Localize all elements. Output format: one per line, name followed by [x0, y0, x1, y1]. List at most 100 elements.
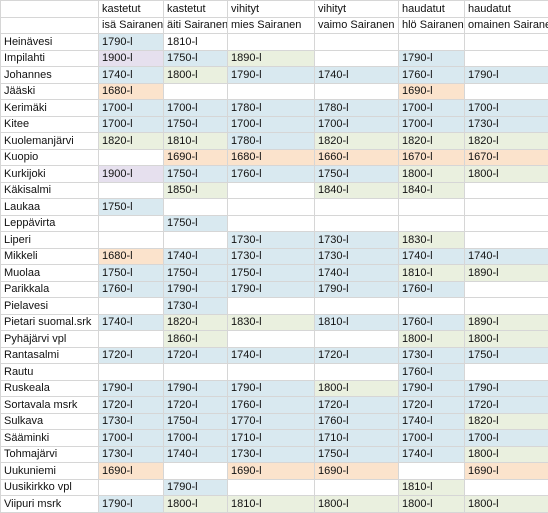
decade-cell[interactable]: 1810-l [315, 314, 399, 331]
decade-cell[interactable]: 1800-l [399, 331, 465, 348]
decade-cell[interactable] [228, 199, 315, 216]
decade-cell[interactable]: 1750-l [164, 116, 228, 133]
decade-cell[interactable]: 1760-l [399, 281, 465, 298]
decade-cell[interactable] [315, 364, 399, 381]
decade-cell[interactable]: 1700-l [399, 116, 465, 133]
decade-cell[interactable]: 1660-l [315, 149, 399, 166]
decade-cell[interactable]: 1760-l [99, 281, 164, 298]
decade-cell[interactable]: 1720-l [164, 347, 228, 364]
decade-cell[interactable]: 1730-l [99, 413, 164, 430]
decade-cell[interactable]: 1730-l [228, 232, 315, 249]
decade-cell[interactable] [228, 215, 315, 232]
decade-cell[interactable] [99, 182, 164, 199]
decade-cell[interactable]: 1760-l [399, 67, 465, 84]
decade-cell[interactable]: 1710-l [315, 430, 399, 447]
decade-cell[interactable]: 1780-l [315, 100, 399, 117]
decade-cell[interactable]: 1760-l [228, 397, 315, 414]
decade-cell[interactable]: 1820-l [465, 133, 548, 150]
parish-name-cell[interactable]: Muolaa [1, 265, 99, 282]
parish-name-cell[interactable]: Leppävirta [1, 215, 99, 232]
decade-cell[interactable] [465, 215, 548, 232]
parish-name-cell[interactable]: Käkisalmi [1, 182, 99, 199]
decade-cell[interactable]: 1760-l [399, 364, 465, 381]
decade-cell[interactable]: 1830-l [228, 314, 315, 331]
parish-name-cell[interactable]: Heinävesi [1, 34, 99, 51]
decade-cell[interactable]: 1900-l [99, 166, 164, 183]
decade-cell[interactable]: 1890-l [465, 314, 548, 331]
decade-cell[interactable]: 1890-l [228, 50, 315, 67]
decade-cell[interactable]: 1790-l [99, 496, 164, 513]
parish-name-cell[interactable]: Parikkala [1, 281, 99, 298]
parish-name-cell[interactable]: Uukuniemi [1, 463, 99, 480]
decade-cell[interactable] [99, 479, 164, 496]
decade-cell[interactable]: 1800-l [315, 496, 399, 513]
decade-cell[interactable]: 1800-l [315, 380, 399, 397]
decade-cell[interactable]: 1820-l [315, 133, 399, 150]
decade-cell[interactable]: 1790-l [228, 380, 315, 397]
decade-cell[interactable] [164, 364, 228, 381]
parish-name-cell[interactable]: Jääski [1, 83, 99, 100]
decade-cell[interactable] [465, 281, 548, 298]
decade-cell[interactable]: 1750-l [164, 50, 228, 67]
decade-cell[interactable]: 1700-l [399, 430, 465, 447]
parish-name-cell[interactable]: Sortavala msrk [1, 397, 99, 414]
decade-cell[interactable]: 1820-l [399, 133, 465, 150]
decade-cell[interactable]: 1700-l [164, 430, 228, 447]
decade-cell[interactable]: 1760-l [228, 166, 315, 183]
decade-cell[interactable]: 1710-l [228, 430, 315, 447]
decade-cell[interactable]: 1790-l [99, 34, 164, 51]
header-cell[interactable]: vaimo Sairanen [315, 17, 399, 34]
decade-cell[interactable]: 1730-l [99, 446, 164, 463]
decade-cell[interactable]: 1730-l [465, 116, 548, 133]
decade-cell[interactable]: 1800-l [399, 166, 465, 183]
decade-cell[interactable] [465, 50, 548, 67]
header-cell[interactable] [1, 1, 99, 18]
parish-name-cell[interactable]: Rautu [1, 364, 99, 381]
parish-name-cell[interactable]: Kerimäki [1, 100, 99, 117]
parish-name-cell[interactable]: Sääminki [1, 430, 99, 447]
decade-cell[interactable]: 1790-l [228, 67, 315, 84]
decade-cell[interactable] [315, 34, 399, 51]
decade-cell[interactable]: 1750-l [315, 446, 399, 463]
parish-name-cell[interactable]: Tohmajärvi [1, 446, 99, 463]
header-cell[interactable] [1, 17, 99, 34]
decade-cell[interactable]: 1790-l [315, 281, 399, 298]
decade-cell[interactable]: 1720-l [315, 397, 399, 414]
decade-cell[interactable]: 1800-l [465, 331, 548, 348]
decade-cell[interactable] [465, 199, 548, 216]
decade-cell[interactable]: 1700-l [99, 430, 164, 447]
decade-cell[interactable]: 1860-l [164, 331, 228, 348]
header-cell[interactable]: haudatut [465, 1, 548, 18]
decade-cell[interactable]: 1740-l [399, 413, 465, 430]
decade-cell[interactable]: 1750-l [315, 166, 399, 183]
decade-cell[interactable]: 1730-l [228, 446, 315, 463]
decade-cell[interactable]: 1730-l [315, 248, 399, 265]
decade-cell[interactable]: 1690-l [399, 83, 465, 100]
parish-name-cell[interactable]: Kitee [1, 116, 99, 133]
decade-cell[interactable]: 1750-l [228, 265, 315, 282]
parish-name-cell[interactable]: Pielavesi [1, 298, 99, 315]
parish-name-cell[interactable]: Pietari suomal.srk [1, 314, 99, 331]
decade-cell[interactable] [399, 215, 465, 232]
decade-cell[interactable] [228, 298, 315, 315]
decade-cell[interactable] [228, 479, 315, 496]
parish-name-cell[interactable]: Impilahti [1, 50, 99, 67]
decade-cell[interactable]: 1790-l [164, 281, 228, 298]
parish-name-cell[interactable]: Laukaa [1, 199, 99, 216]
decade-cell[interactable]: 1750-l [99, 199, 164, 216]
decade-cell[interactable]: 1730-l [315, 232, 399, 249]
decade-cell[interactable]: 1690-l [228, 463, 315, 480]
decade-cell[interactable]: 1740-l [164, 446, 228, 463]
decade-cell[interactable]: 1780-l [228, 133, 315, 150]
header-cell[interactable]: vihityt [315, 1, 399, 18]
decade-cell[interactable]: 1810-l [164, 34, 228, 51]
decade-cell[interactable] [315, 479, 399, 496]
decade-cell[interactable] [164, 232, 228, 249]
decade-cell[interactable] [99, 215, 164, 232]
parish-name-cell[interactable]: Sulkava [1, 413, 99, 430]
decade-cell[interactable] [465, 232, 548, 249]
decade-cell[interactable]: 1770-l [228, 413, 315, 430]
decade-cell[interactable] [315, 298, 399, 315]
decade-cell[interactable]: 1790-l [99, 380, 164, 397]
decade-cell[interactable]: 1900-l [99, 50, 164, 67]
